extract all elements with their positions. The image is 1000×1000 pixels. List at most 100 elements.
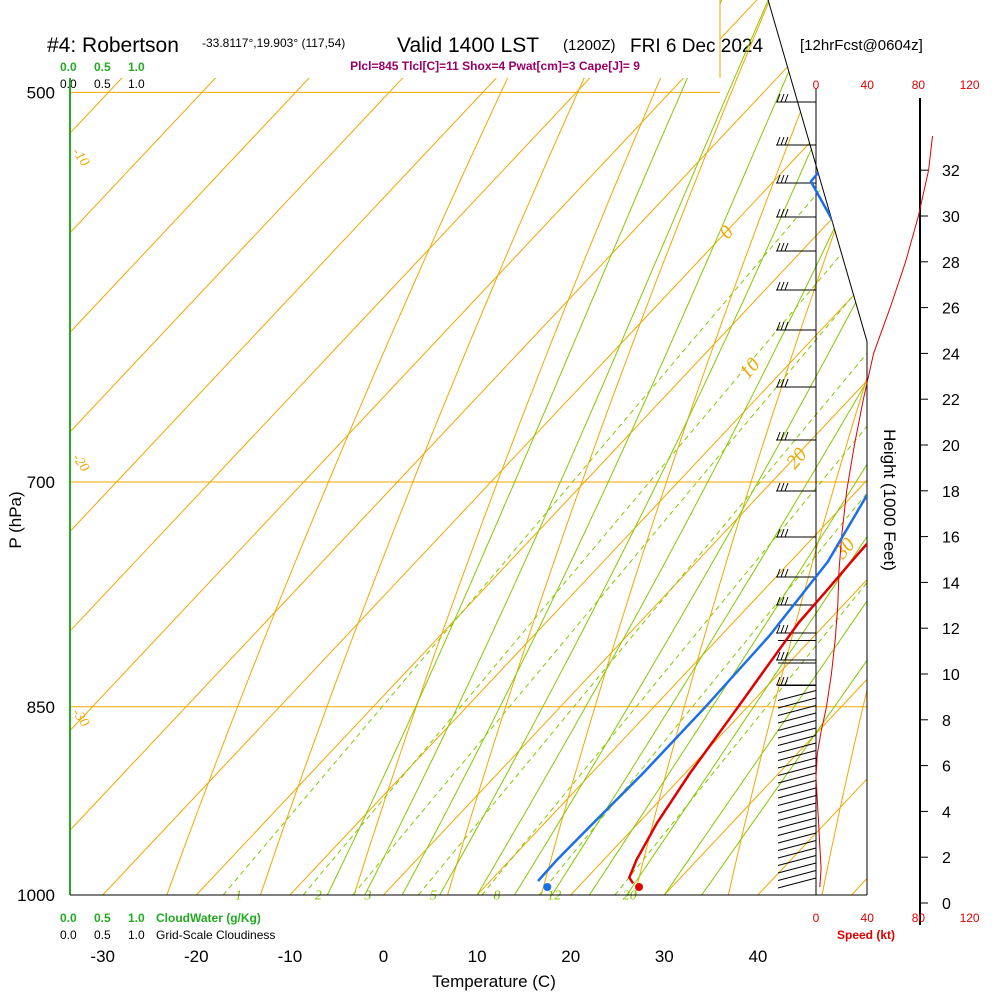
wind-barb-flag <box>780 676 785 686</box>
zulu-time: (1200Z) <box>563 37 616 54</box>
cloudwater-tick: 1.0 <box>128 60 145 74</box>
wind-barb-flag <box>776 528 781 538</box>
mixing-ratio-label: 1 <box>235 888 242 903</box>
background-lines <box>70 0 867 896</box>
wind-barb <box>777 735 817 746</box>
height-tick-label: 22 <box>942 392 960 409</box>
dry-adiabat-line <box>259 0 867 896</box>
surface-temperature-marker <box>635 883 644 891</box>
wind-barb <box>777 870 817 881</box>
speed-tick-label: 80 <box>912 78 926 92</box>
dry-adiabat-label: -30 <box>69 706 92 730</box>
moist-adiabat-line <box>588 0 867 896</box>
wind-barb-flag <box>780 321 785 331</box>
height-tick-label: 2 <box>942 850 951 867</box>
height-tick-label: 18 <box>942 484 960 501</box>
speed-tick-label: 0 <box>813 78 820 92</box>
wind-barb <box>777 720 817 731</box>
cloudwater-tick: 0.0 <box>60 911 77 925</box>
isotherm-line <box>70 0 677 896</box>
wind-barb-flag <box>776 281 781 291</box>
wind-barb-flag <box>780 431 785 441</box>
dry-adiabat-line <box>166 0 867 896</box>
x-tick-label: 10 <box>468 947 487 966</box>
wind-barb-flag <box>784 528 789 538</box>
pressure-tick-label: 700 <box>27 473 55 492</box>
isotherm-line <box>570 0 867 896</box>
isotherm-line <box>383 0 867 896</box>
wind-barb-flag <box>776 651 781 661</box>
wind-barb <box>777 847 817 859</box>
pressure-tick-label: 1000 <box>17 886 55 905</box>
mixing-ratio-label: 12 <box>547 888 561 903</box>
wind-barb-flag <box>780 281 785 291</box>
dry-adiabat-line <box>540 0 867 896</box>
height-axis-title: Height (1000 Feet) <box>880 429 899 571</box>
wind-barb-flag <box>784 281 789 291</box>
cloudiness-label: Grid-Scale Cloudiness <box>156 928 275 942</box>
station-name: #4: Robertson <box>47 34 179 57</box>
wind-speed-panel <box>815 135 933 888</box>
cloud-scale-bottom: 0.0 0.5 1.0 CloudWater (g/Kg) 0.0 0.5 1.… <box>60 911 275 942</box>
isotherm-line <box>102 0 867 896</box>
mixing-ratio-label: 3 <box>363 888 371 903</box>
wind-barb-flag <box>776 208 781 218</box>
height-tick-label: 10 <box>942 667 960 684</box>
cloudiness-tick: 0.0 <box>60 77 77 91</box>
height-tick-label: 28 <box>942 255 960 272</box>
wind-barb-flag <box>784 568 789 578</box>
moist-adiabat-line <box>401 0 867 896</box>
speed-tick-label: 40 <box>861 911 875 925</box>
wind-barb-flag <box>776 568 781 578</box>
isotherm-label: 20 <box>782 444 812 473</box>
wind-barb-flag <box>776 242 781 252</box>
pressure-tick-label: 500 <box>27 83 55 102</box>
mixing-ratio-line <box>481 0 867 896</box>
wind-barb-flag <box>776 174 781 184</box>
wind-barb-flag <box>776 93 781 103</box>
sounding-profiles <box>537 0 867 885</box>
wind-barb-flag <box>780 624 785 634</box>
wind-barb <box>777 727 817 739</box>
moist-adiabat-line <box>551 0 867 896</box>
wind-barb <box>777 855 817 866</box>
speed-tick-label: 120 <box>960 78 980 92</box>
height-tick-label: 0 <box>942 896 951 913</box>
moist-adiabat-line <box>476 0 867 896</box>
cloudwater-tick: 0.0 <box>60 60 77 74</box>
wind-barb <box>777 765 817 776</box>
wind-barbs <box>776 93 817 889</box>
wind-speed-line <box>815 135 933 888</box>
wind-barb <box>777 862 817 874</box>
isotherm-line <box>195 0 867 896</box>
wind-barb-flag <box>784 174 789 184</box>
cloudiness-tick: 1.0 <box>128 928 145 942</box>
dry-adiabat-line <box>821 0 867 896</box>
wind-barb <box>777 772 817 784</box>
y-axis-title: P (hPa) <box>6 491 25 548</box>
wind-barb-flag <box>784 136 789 146</box>
dry-adiabat-line <box>447 0 867 896</box>
wind-barb <box>777 780 817 791</box>
dry-adiabat-line <box>727 0 867 896</box>
cloudiness-tick: 0.5 <box>94 928 111 942</box>
cloudwater-tick: 1.0 <box>128 911 145 925</box>
forecast-run: [12hrFcst@0604z] <box>800 37 923 54</box>
x-tick-label: 0 <box>379 947 388 966</box>
dry-adiabat-line <box>353 0 867 896</box>
cloudiness-tick: 0.0 <box>60 928 77 942</box>
cloud-scale-top: 0.0 0.5 1.0 0.0 0.5 1.0 <box>60 60 145 91</box>
wind-barb <box>777 757 817 769</box>
x-tick-label: -20 <box>184 947 209 966</box>
mixing-ratio-line <box>538 0 867 896</box>
wind-barb <box>777 750 817 761</box>
mixing-ratio-line <box>614 0 867 896</box>
wind-barb-flag <box>776 482 781 492</box>
wind-barb-flag <box>780 596 785 606</box>
wind-barb-flag <box>784 624 789 634</box>
moist-adiabat-line <box>626 0 867 896</box>
speed-tick-label: 120 <box>960 911 980 925</box>
wind-barb-flag <box>776 431 781 441</box>
x-tick-label: -30 <box>90 947 115 966</box>
